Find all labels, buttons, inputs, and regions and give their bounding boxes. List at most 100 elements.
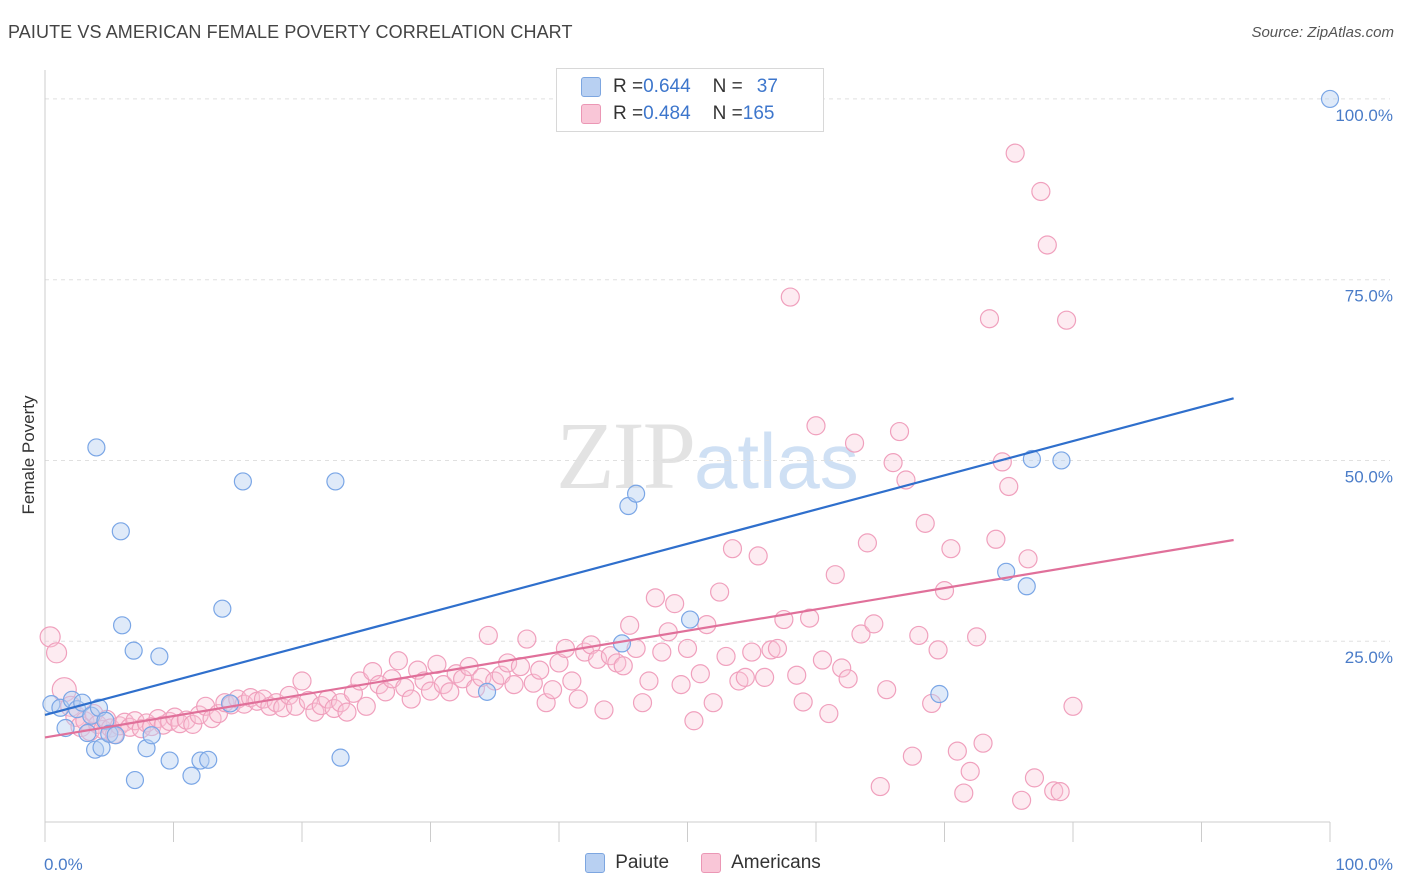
americans-point: [819, 703, 839, 724]
americans-point: [414, 671, 434, 691]
americans-point: [530, 660, 550, 680]
americans-point: [491, 665, 511, 685]
americans-point: [780, 287, 800, 307]
paiute-point: [680, 610, 700, 629]
americans-point: [690, 664, 710, 684]
paiute-point: [199, 750, 218, 769]
paiute-point: [1320, 89, 1340, 109]
americans-point: [677, 638, 698, 659]
americans-point: [832, 658, 852, 678]
trend-lines: [44, 397, 1234, 739]
americans-point: [465, 678, 486, 698]
americans-point: [883, 453, 903, 473]
americans-point: [639, 671, 659, 691]
paiute-point: [160, 751, 179, 770]
americans-trend-line: [44, 538, 1234, 739]
americans-point: [1011, 790, 1032, 810]
series-legend: Paiute Americans: [0, 852, 1406, 874]
y-tick-label: 50.0%: [1345, 467, 1393, 486]
americans-point: [356, 696, 376, 716]
americans-point: [1031, 181, 1051, 202]
americans-point: [587, 649, 608, 669]
paiute-point: [182, 766, 201, 785]
americans-swatch: [581, 104, 601, 124]
americans-point: [183, 714, 203, 734]
paiute-point: [111, 522, 130, 541]
chart-title: PAIUTE VS AMERICAN FEMALE POVERTY CORREL…: [8, 22, 573, 42]
americans-point: [453, 669, 473, 689]
americans-point: [870, 776, 890, 797]
americans-point: [954, 783, 974, 803]
americans-point: [947, 741, 967, 761]
watermark: ZIPatlas: [556, 400, 859, 511]
americans-points: [39, 143, 1083, 810]
americans-point: [915, 513, 935, 533]
watermark-zip: ZIP: [556, 402, 696, 509]
americans-point: [504, 675, 524, 695]
americans-point: [941, 539, 961, 559]
americans-point: [793, 692, 813, 712]
americans-point: [562, 671, 582, 691]
americans-point: [632, 693, 653, 713]
paiute-point: [125, 770, 145, 790]
americans-point: [292, 671, 312, 691]
americans-point: [729, 671, 749, 691]
legend-r-value: 0.644: [643, 76, 691, 97]
watermark-atlas: atlas: [694, 417, 859, 505]
americans-point: [722, 539, 743, 559]
americans-point: [684, 711, 704, 731]
correlation-legend: R = 0.644 N = 37 R = 0.484 N = 165: [556, 68, 824, 132]
legend-n-value: 37: [756, 76, 778, 97]
paiute-point: [191, 751, 210, 770]
americans-point: [934, 581, 955, 601]
legend-r-label: R =: [613, 76, 644, 97]
americans-point: [716, 646, 736, 667]
americans-point: [478, 625, 498, 646]
legend-n-label: N =: [712, 76, 743, 97]
americans-point: [787, 665, 807, 685]
americans-point: [1044, 781, 1064, 801]
x-tick-label: 0.0%: [44, 855, 83, 874]
americans-point: [986, 529, 1006, 549]
americans-point: [542, 680, 563, 700]
paiute-point: [1052, 451, 1071, 470]
paiute-point: [477, 682, 497, 701]
americans-point: [1050, 782, 1070, 802]
legend-n-label: N =: [712, 103, 743, 124]
americans-point: [45, 642, 68, 664]
americans-point: [388, 651, 408, 671]
paiute-point: [326, 472, 345, 491]
legend-r-label: R =: [613, 103, 644, 124]
paiute-point: [233, 472, 252, 491]
grid-lines: [45, 98, 1390, 642]
paiute-point: [1022, 449, 1041, 469]
legend-r-value: 0.484: [643, 103, 691, 124]
americans-point: [517, 629, 537, 649]
axis-labels: 25.0% 50.0% 75.0% 100.0% 0.0% 100.0% Female Po…: [19, 106, 1393, 874]
americans-point: [960, 761, 980, 781]
paiute-point: [87, 438, 106, 457]
americans-point: [337, 702, 357, 722]
americans-point: [555, 638, 576, 659]
paiute-point: [331, 748, 350, 767]
americans-point: [1018, 549, 1038, 569]
paiute-point: [124, 641, 143, 660]
americans-point: [922, 693, 942, 714]
americans-point: [799, 608, 820, 628]
americans-point: [440, 682, 460, 702]
americans-point: [742, 642, 762, 662]
y-tick-label: 25.0%: [1345, 648, 1393, 667]
americans-point: [999, 476, 1019, 497]
paiute-point: [100, 724, 119, 743]
americans-point: [909, 625, 929, 646]
americans-point: [343, 683, 363, 703]
paiute-point: [142, 726, 161, 745]
paiute-point: [112, 616, 132, 635]
americans-point: [39, 626, 61, 648]
americans-point: [665, 594, 685, 614]
americans-point: [600, 646, 621, 666]
paiute-point: [150, 647, 169, 666]
paiute-point: [626, 484, 646, 503]
paiute-trend-line: [44, 397, 1234, 717]
paiute-point: [78, 723, 97, 743]
